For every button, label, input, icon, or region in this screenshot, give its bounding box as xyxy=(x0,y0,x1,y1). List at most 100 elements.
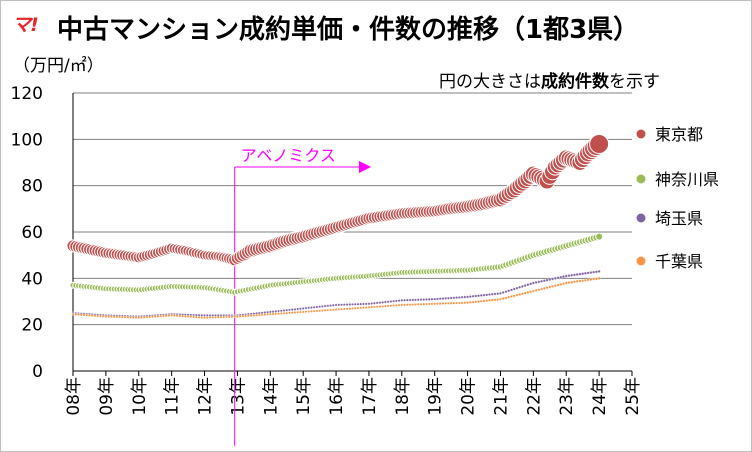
data-point xyxy=(581,279,585,283)
data-point xyxy=(490,298,494,302)
data-point xyxy=(392,304,395,307)
data-point xyxy=(356,302,360,306)
data-point xyxy=(441,297,445,300)
data-point xyxy=(422,302,426,306)
data-point xyxy=(438,302,442,306)
series-1 xyxy=(69,232,604,296)
data-point xyxy=(414,298,417,302)
data-point xyxy=(455,301,459,305)
data-point xyxy=(537,288,541,292)
data-point xyxy=(79,313,83,317)
data-point xyxy=(455,296,459,300)
data-point xyxy=(589,278,593,281)
data-point xyxy=(389,300,393,303)
data-point xyxy=(167,314,171,317)
data-point xyxy=(71,312,75,316)
data-point xyxy=(427,302,431,306)
data-point xyxy=(583,271,587,275)
data-point xyxy=(353,306,357,310)
data-point xyxy=(282,309,286,312)
data-point xyxy=(597,269,601,273)
x-tick-label: 20年 xyxy=(459,377,479,416)
data-point xyxy=(447,301,450,305)
data-point xyxy=(592,270,596,274)
data-point xyxy=(356,306,360,310)
y-tick-120: 120 xyxy=(11,84,43,104)
data-point xyxy=(578,279,582,283)
abenomics-arrowhead xyxy=(359,161,371,173)
data-point xyxy=(96,314,100,318)
data-point xyxy=(594,277,598,281)
y-tick-0: 0 xyxy=(32,362,43,382)
data-point xyxy=(384,300,387,304)
data-point xyxy=(425,298,428,301)
x-tick-label: 13年 xyxy=(228,377,248,416)
x-tick-label: 16年 xyxy=(327,377,347,416)
y-axis-unit: （万円/㎡） xyxy=(13,56,104,76)
legend-label-3: 千葉県 xyxy=(655,252,703,271)
data-point xyxy=(351,303,354,306)
data-point xyxy=(548,278,552,281)
data-point xyxy=(110,315,113,319)
data-point xyxy=(304,306,308,310)
data-point xyxy=(482,299,486,303)
data-point xyxy=(175,314,179,318)
data-point xyxy=(156,315,160,318)
data-point xyxy=(441,302,445,305)
data-point xyxy=(279,312,283,315)
data-point xyxy=(403,298,406,302)
data-point xyxy=(271,312,275,316)
data-point xyxy=(318,305,321,309)
data-point xyxy=(460,301,464,305)
x-tick-label: 25年 xyxy=(623,377,643,416)
x-tick-label: 08年 xyxy=(64,377,84,416)
data-point xyxy=(329,304,332,307)
data-point xyxy=(282,311,286,315)
data-point xyxy=(427,297,431,301)
data-point xyxy=(540,287,544,291)
data-point xyxy=(419,298,423,302)
y-tick-40: 40 xyxy=(21,269,43,289)
x-tick-label: 21年 xyxy=(491,377,511,416)
x-tick-label: 11年 xyxy=(163,377,183,416)
data-point xyxy=(88,314,91,317)
data-point xyxy=(249,314,253,317)
data-point xyxy=(331,308,335,312)
data-point xyxy=(542,279,546,283)
data-point xyxy=(348,307,352,310)
data-point xyxy=(247,314,250,318)
note-suffix: を示す xyxy=(609,72,660,92)
x-tick-label: 24年 xyxy=(590,377,610,416)
data-point xyxy=(457,296,461,299)
data-point xyxy=(178,314,182,318)
data-point xyxy=(520,285,524,288)
data-point xyxy=(200,316,204,319)
data-point xyxy=(485,299,489,303)
data-point xyxy=(162,314,165,318)
data-point xyxy=(225,315,228,319)
data-point xyxy=(567,281,571,285)
data-point xyxy=(510,288,513,292)
data-point xyxy=(194,315,198,319)
data-point xyxy=(82,313,86,317)
data-point xyxy=(299,310,302,314)
data-point xyxy=(321,309,324,312)
data-point xyxy=(556,283,560,287)
data-point xyxy=(323,304,327,308)
data-point xyxy=(137,316,141,320)
data-point xyxy=(567,274,571,278)
data-point xyxy=(378,305,382,308)
data-point xyxy=(477,294,480,298)
data-point xyxy=(474,300,478,304)
data-point xyxy=(520,292,524,296)
data-point xyxy=(236,315,239,318)
data-point xyxy=(389,304,393,308)
data-point xyxy=(471,294,475,298)
data-point xyxy=(200,313,204,317)
data-point xyxy=(342,307,346,311)
data-point xyxy=(134,316,138,319)
abenomics-annotation: アベノミクス xyxy=(234,146,371,446)
data-point xyxy=(274,309,278,313)
